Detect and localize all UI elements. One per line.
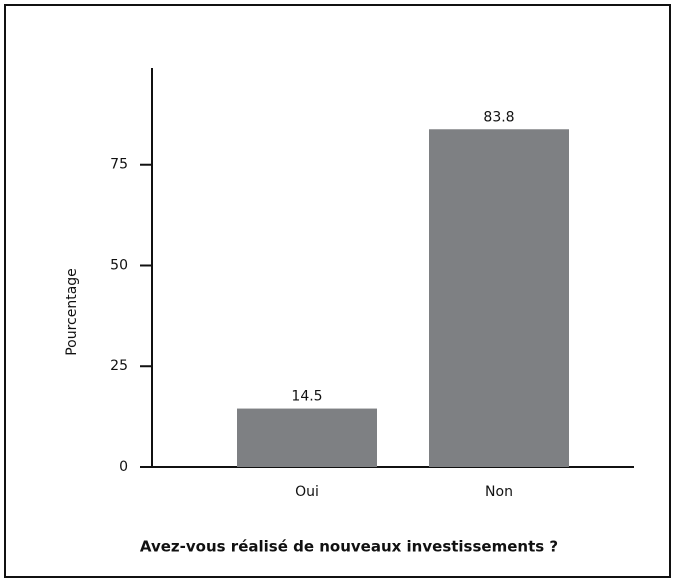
y-tick-label: 50 [110,257,128,273]
y-tick-label: 25 [110,358,128,374]
y-axis-label: Pourcentage [64,268,80,356]
frame [4,4,671,578]
bar [429,129,569,467]
x-tick-label: Non [485,484,513,500]
y-tick-label: 0 [119,459,128,475]
data-label: 14.5 [291,389,322,405]
x-tick-label: Oui [295,484,319,500]
y-tick-label: 75 [110,157,128,173]
bar [237,408,377,467]
data-label: 83.8 [483,109,514,125]
x-axis-label: Avez-vous réalisé de nouveaux investisse… [140,538,558,556]
